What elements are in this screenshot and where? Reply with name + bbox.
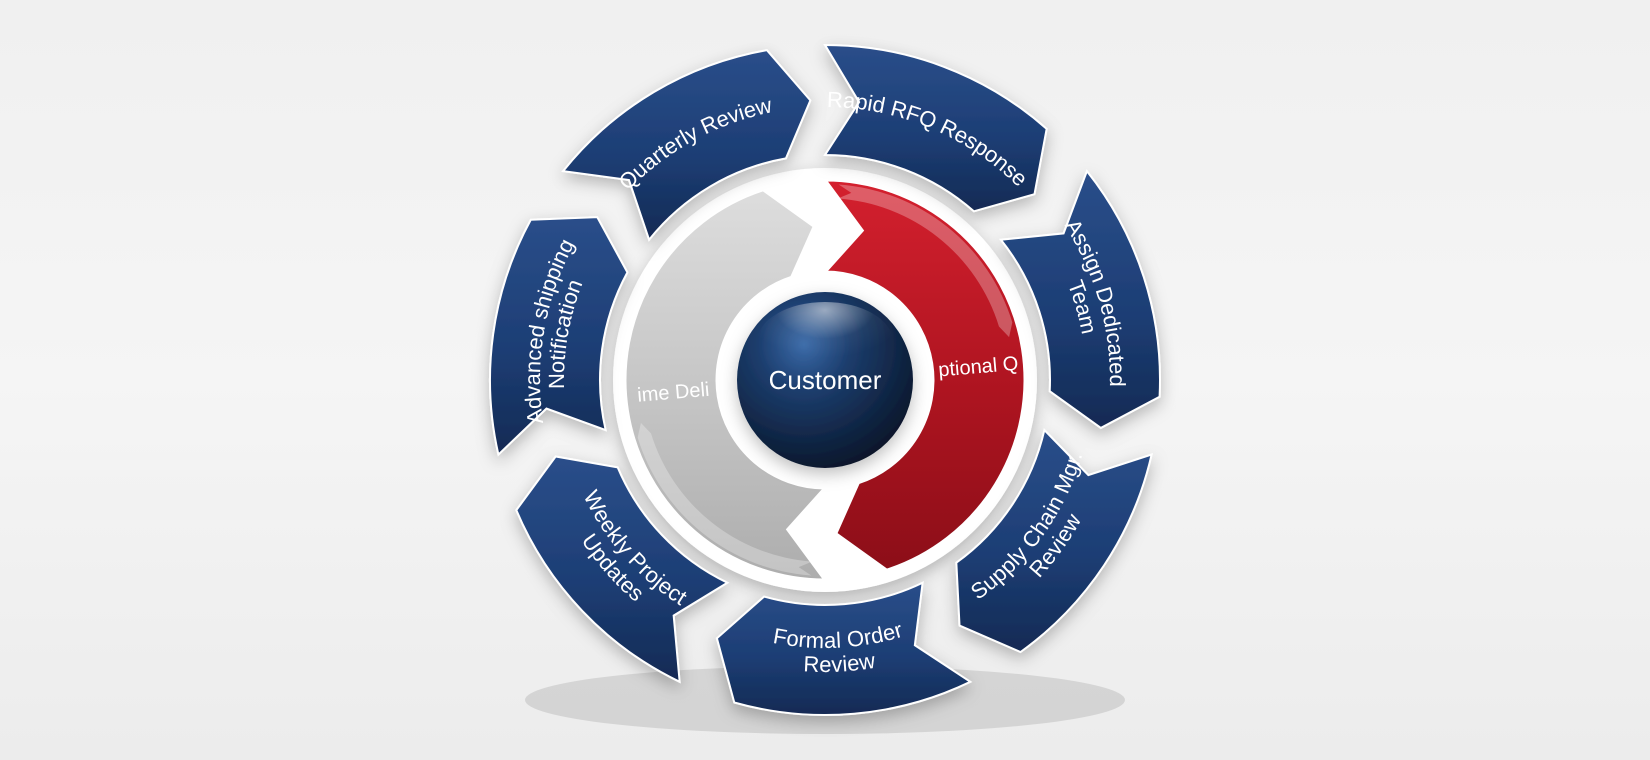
center-label: Customer <box>769 365 882 395</box>
diagram-stage: { "diagram": { "type": "circular-process… <box>0 0 1650 760</box>
circular-process-diagram: Customer Exceptional QualityOn Time Deli… <box>445 0 1205 760</box>
outer-segment-label: Review <box>803 648 877 677</box>
center-sphere: Customer <box>733 288 917 472</box>
